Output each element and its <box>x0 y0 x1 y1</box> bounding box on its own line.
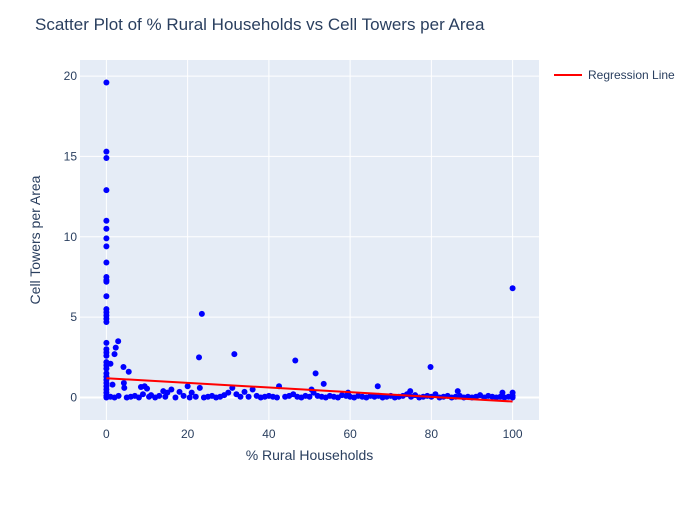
scatter-point <box>156 392 163 399</box>
scatter-point <box>125 368 132 375</box>
scatter-point <box>103 187 110 194</box>
scatter-point <box>103 339 110 346</box>
scatter-point <box>176 388 183 395</box>
scatter-point <box>320 380 327 387</box>
scatter-point <box>112 344 119 351</box>
scatter-point <box>499 389 506 396</box>
scatter-point <box>427 363 434 370</box>
y-axis-ticks: 0 5 10 15 20 <box>64 69 78 404</box>
scatter-point <box>274 394 281 401</box>
scatter-point <box>374 383 381 390</box>
scatter-point <box>509 285 516 292</box>
plot-area <box>80 60 539 420</box>
scatter-point <box>164 389 171 396</box>
scatter-point <box>225 389 232 396</box>
scatter-point <box>103 79 110 86</box>
scatter-point <box>103 352 110 359</box>
scatter-point <box>184 383 191 390</box>
scatter-point <box>103 225 110 232</box>
y-axis-title: Cell Towers per Area <box>27 175 43 304</box>
x-tick-label: 0 <box>103 427 110 441</box>
scatter-point <box>139 391 146 398</box>
scatter-point <box>109 381 116 388</box>
legend-regression-label: Regression Line <box>588 68 675 82</box>
y-tick-label: 15 <box>64 149 78 163</box>
scatter-point <box>172 394 179 401</box>
scatter-point <box>103 148 110 155</box>
scatter-point <box>120 363 127 370</box>
scatter-point <box>198 310 205 317</box>
scatter-points <box>103 79 516 401</box>
scatter-point <box>103 293 110 300</box>
scatter-point <box>168 386 175 393</box>
scatter-point <box>103 235 110 242</box>
scatter-point <box>454 388 461 395</box>
scatter-point <box>103 217 110 224</box>
x-tick-label: 100 <box>503 427 523 441</box>
scatter-point <box>103 259 110 266</box>
scatter-point <box>245 393 252 400</box>
scatter-point <box>196 354 203 361</box>
y-tick-label: 5 <box>70 310 77 324</box>
scatter-point <box>135 394 142 401</box>
chart-title: Scatter Plot of % Rural Households vs Ce… <box>35 15 485 34</box>
y-tick-label: 20 <box>64 69 78 83</box>
scatter-point <box>241 388 248 395</box>
regression-layer <box>106 377 513 403</box>
scatter-point <box>231 351 238 358</box>
scatter-point <box>192 393 199 400</box>
x-tick-label: 80 <box>425 427 439 441</box>
scatter-point <box>249 386 256 393</box>
scatter-point <box>107 360 114 367</box>
scatter-point <box>186 394 193 401</box>
scatter-point <box>237 393 244 400</box>
scatter-point <box>115 338 122 345</box>
scatter-point <box>103 365 110 372</box>
scatter-point <box>196 384 203 391</box>
regression-line <box>106 377 513 403</box>
scatter-point <box>103 318 110 325</box>
scatter-point <box>292 357 299 364</box>
scatter-point <box>312 370 319 377</box>
x-tick-label: 40 <box>262 427 276 441</box>
scatter-point <box>103 278 110 285</box>
scatter-point <box>103 155 110 162</box>
x-axis-ticks: 0 20 40 60 80 100 <box>103 427 523 441</box>
x-tick-label: 60 <box>343 427 357 441</box>
x-axis-title: % Rural Households <box>246 447 374 463</box>
scatter-point <box>407 388 414 395</box>
y-tick-label: 0 <box>70 391 77 405</box>
scatter-point <box>432 391 439 398</box>
scatter-point <box>144 385 151 392</box>
scatter-point <box>111 351 118 358</box>
scatter-point <box>306 393 313 400</box>
y-tick-label: 10 <box>64 230 78 244</box>
scatter-point <box>188 389 195 396</box>
scatter-point <box>115 392 122 399</box>
scatter-point <box>121 384 128 391</box>
scatter-point <box>120 380 127 387</box>
scatter-point <box>180 392 187 399</box>
x-tick-label: 20 <box>181 427 195 441</box>
scatter-point <box>509 389 516 396</box>
scatter-point <box>103 243 110 250</box>
legend[interactable]: Regression Line <box>554 68 675 82</box>
